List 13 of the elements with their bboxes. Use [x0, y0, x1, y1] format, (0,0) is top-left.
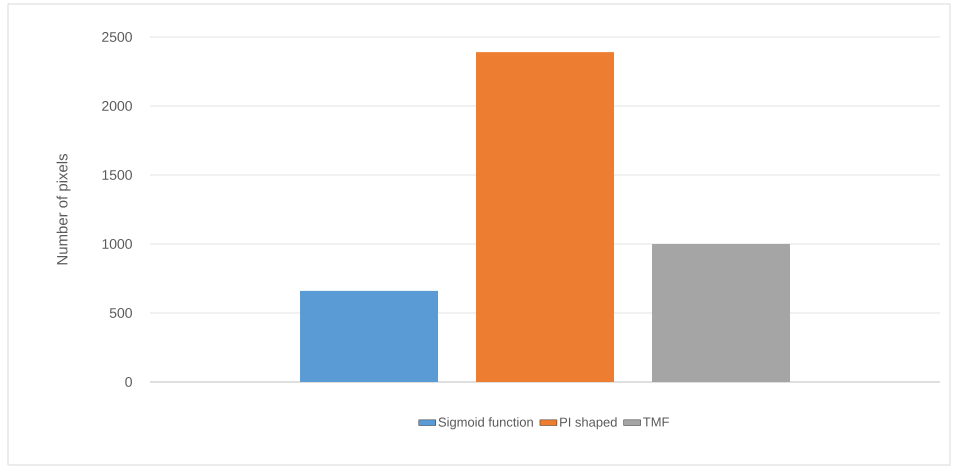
y-tick-label: 500 [110, 308, 132, 318]
legend-label: PI shaped [560, 417, 617, 430]
bar [300, 290, 438, 382]
legend-label: Sigmoid function [438, 417, 533, 430]
y-tick-label: 1000 [102, 239, 132, 249]
y-tick-label: 2000 [102, 101, 132, 111]
y-tick-label: 0 [125, 377, 132, 387]
y-tick-label: 1500 [102, 170, 132, 180]
bar [652, 244, 790, 382]
bar [476, 52, 614, 382]
y-tick-label: 2500 [102, 32, 132, 42]
y-axis-title: Number of pixels [56, 154, 70, 264]
legend-label: TMF [643, 417, 669, 426]
